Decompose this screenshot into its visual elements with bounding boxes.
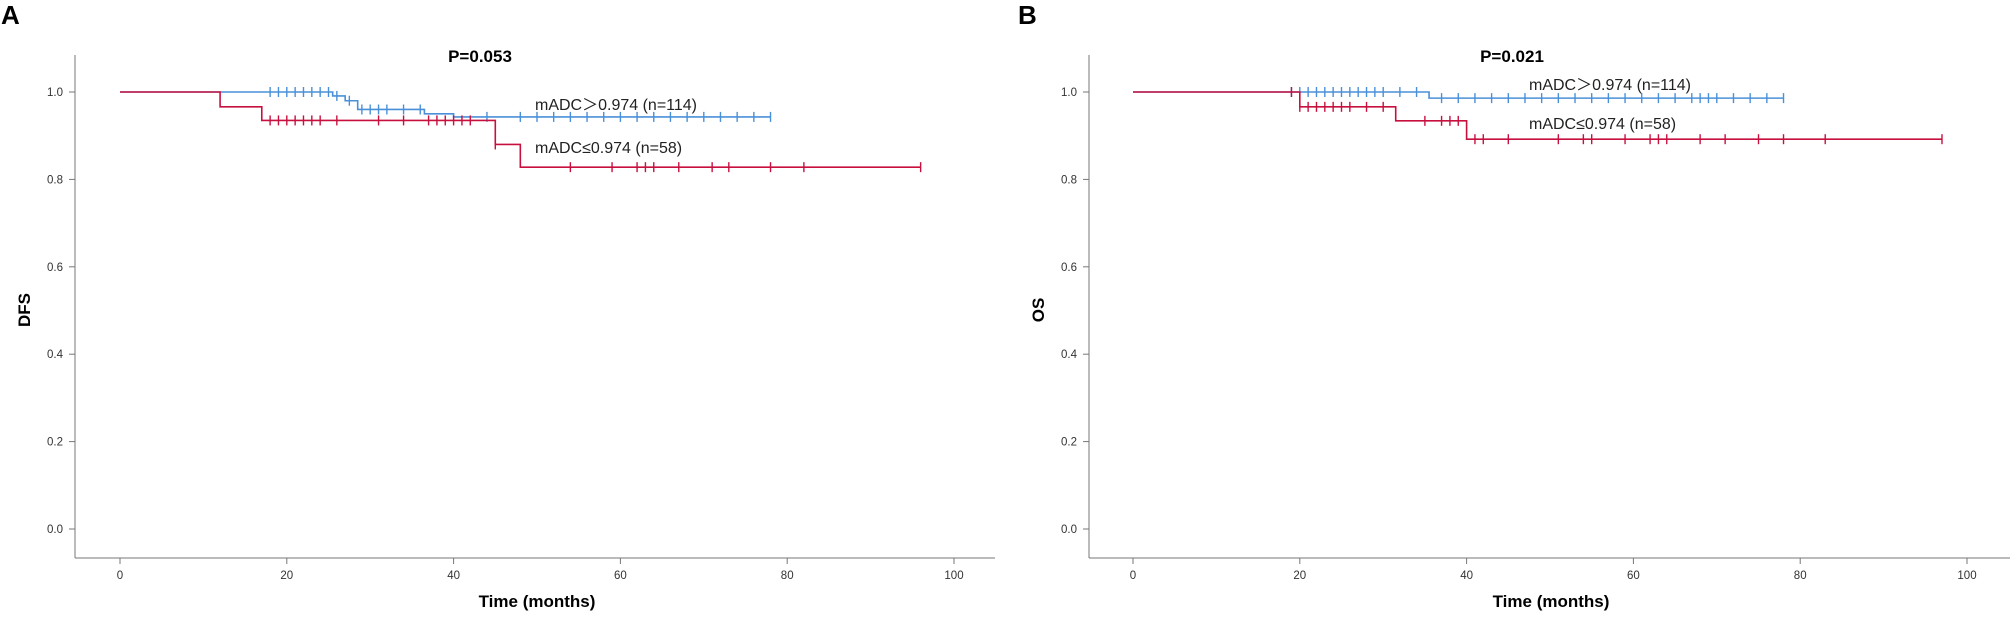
y-tick-label: 1.0: [47, 87, 63, 99]
y-axis-label: DFS: [15, 293, 34, 327]
km-curve-low-madc: [120, 91, 921, 168]
x-tick-label: 0: [117, 570, 123, 582]
y-tick-label: 0.6: [1061, 262, 1077, 274]
panel-letter: B: [1018, 0, 1037, 30]
panel-a: A P=0.053 0.0 0.2 0.4 0.6 0.8 1.0 0 20 40 60 80 100 Ti…: [1, 0, 995, 611]
km-curve-high-madc: [120, 91, 771, 118]
series-label-high-madc: mADC＞0.974 (n=114): [1529, 77, 1691, 94]
x-tick-label: 20: [280, 570, 293, 582]
y-tick-label: 0.8: [47, 174, 63, 186]
x-tick-label: 80: [1794, 570, 1807, 582]
panel-b: B P=0.021 0.0 0.2 0.4 0.6 0.8 1.0 0 20 40 60 80 100 Ti…: [1018, 0, 2010, 611]
y-tick-label: 0.2: [1061, 437, 1077, 449]
x-tick-label: 100: [944, 570, 963, 582]
y-tick-label: 0.6: [47, 262, 63, 274]
x-tick-label: 20: [1293, 570, 1306, 582]
x-tick-label: 60: [614, 570, 627, 582]
y-tick-label: 0.2: [47, 437, 63, 449]
series-label-high-madc: mADC＞0.974 (n=114): [535, 97, 697, 114]
x-tick-label: 60: [1627, 570, 1640, 582]
y-tick-label: 0.0: [47, 524, 63, 536]
y-axis-label: OS: [1029, 298, 1048, 323]
x-tick-label: 40: [1460, 570, 1473, 582]
y-tick-label: 1.0: [1061, 87, 1077, 99]
y-tick-label: 0.8: [1061, 174, 1077, 186]
series-label-low-madc: mADC≤0.974 (n=58): [535, 140, 682, 157]
x-tick-label: 0: [1130, 570, 1136, 582]
chart-title: P=0.053: [448, 47, 512, 66]
x-tick-label: 80: [781, 570, 794, 582]
x-tick-label: 100: [1957, 570, 1976, 582]
x-axis-label: Time (months): [479, 592, 596, 611]
km-curve-low-madc: [1133, 91, 1942, 140]
y-tick-label: 0.4: [1061, 349, 1078, 361]
y-tick-label: 0.4: [47, 349, 64, 361]
x-tick-label: 40: [447, 570, 460, 582]
chart-title: P=0.021: [1480, 47, 1544, 66]
panel-letter: A: [1, 0, 20, 30]
x-axis-label: Time (months): [1493, 592, 1610, 611]
series-label-low-madc: mADC≤0.974 (n=58): [1529, 116, 1676, 133]
y-tick-label: 0.0: [1061, 524, 1077, 536]
